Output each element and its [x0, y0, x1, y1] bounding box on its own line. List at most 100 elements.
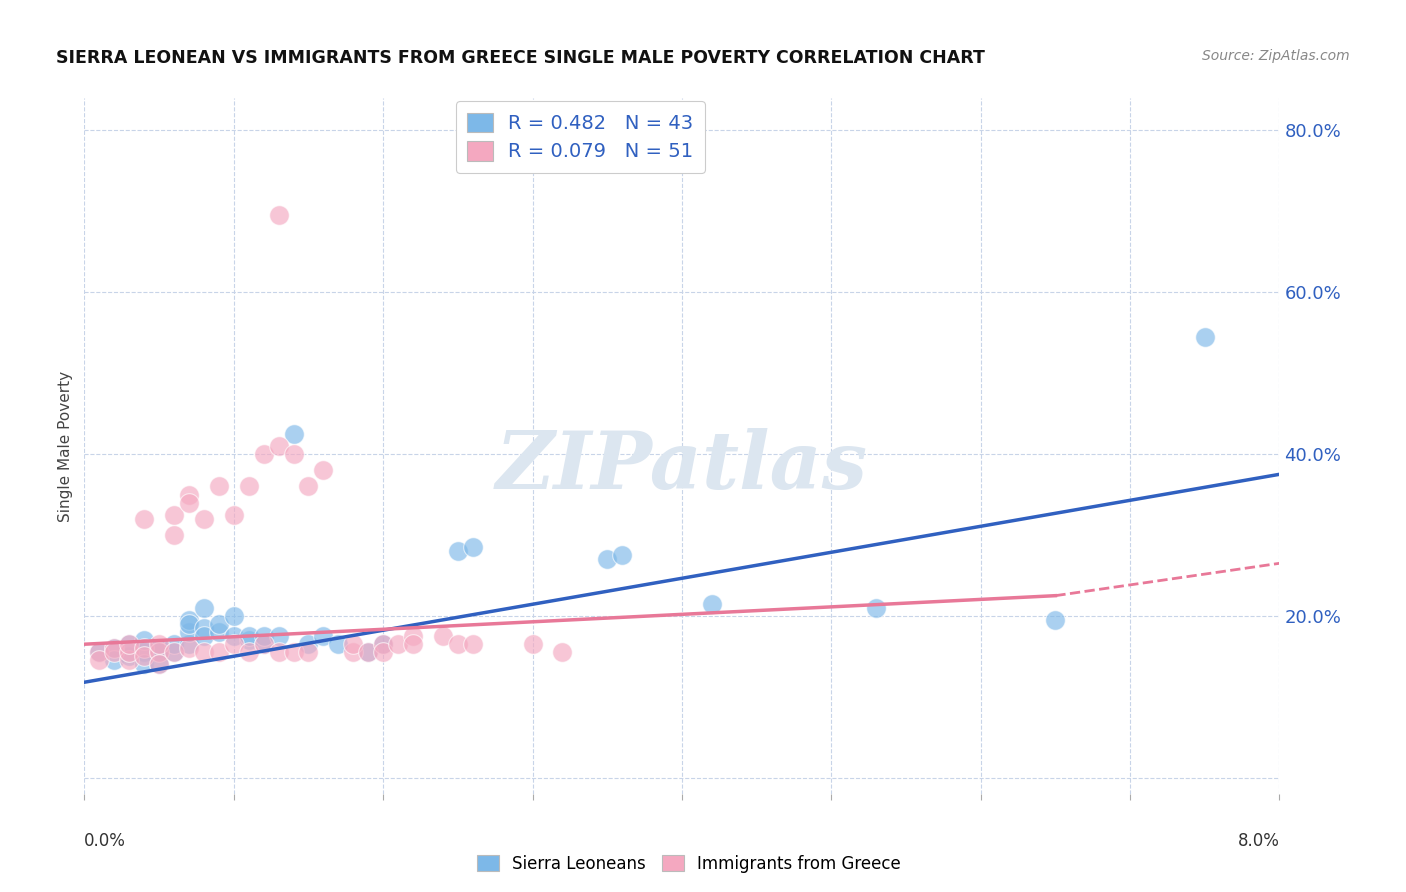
- Point: [193, 645, 215, 659]
- Point: [103, 653, 125, 667]
- Point: [522, 637, 544, 651]
- Point: [208, 625, 231, 640]
- Point: [342, 645, 364, 659]
- Point: [447, 544, 470, 558]
- Point: [253, 447, 276, 461]
- Point: [357, 645, 380, 659]
- Point: [283, 447, 305, 461]
- Point: [148, 641, 170, 656]
- Point: [267, 629, 290, 643]
- Point: [700, 597, 723, 611]
- Point: [148, 657, 170, 672]
- Point: [118, 645, 141, 659]
- Point: [177, 625, 200, 640]
- Point: [222, 608, 245, 623]
- Point: [163, 508, 186, 522]
- Text: 8.0%: 8.0%: [1237, 832, 1279, 850]
- Point: [148, 645, 170, 659]
- Legend: R = 0.482   N = 43, R = 0.079   N = 51: R = 0.482 N = 43, R = 0.079 N = 51: [456, 101, 704, 173]
- Point: [89, 645, 111, 659]
- Point: [118, 649, 141, 664]
- Text: SIERRA LEONEAN VS IMMIGRANTS FROM GREECE SINGLE MALE POVERTY CORRELATION CHART: SIERRA LEONEAN VS IMMIGRANTS FROM GREECE…: [56, 49, 986, 67]
- Point: [222, 629, 245, 643]
- Point: [103, 641, 125, 656]
- Point: [193, 629, 215, 643]
- Point: [177, 613, 200, 627]
- Point: [238, 633, 260, 648]
- Point: [551, 645, 574, 659]
- Point: [132, 657, 156, 672]
- Text: 0.0%: 0.0%: [84, 832, 127, 850]
- Point: [461, 637, 484, 651]
- Point: [253, 629, 276, 643]
- Point: [163, 528, 186, 542]
- Y-axis label: Single Male Poverty: Single Male Poverty: [58, 370, 73, 522]
- Point: [1045, 613, 1067, 627]
- Point: [193, 621, 215, 635]
- Point: [387, 637, 409, 651]
- Point: [373, 637, 395, 651]
- Point: [89, 645, 111, 659]
- Point: [447, 637, 470, 651]
- Point: [132, 645, 156, 659]
- Point: [267, 209, 290, 223]
- Point: [402, 629, 425, 643]
- Point: [163, 637, 186, 651]
- Point: [432, 629, 454, 643]
- Point: [283, 645, 305, 659]
- Point: [283, 426, 305, 441]
- Point: [118, 653, 141, 667]
- Point: [177, 495, 200, 509]
- Legend: Sierra Leoneans, Immigrants from Greece: Sierra Leoneans, Immigrants from Greece: [470, 848, 908, 880]
- Point: [357, 645, 380, 659]
- Point: [177, 487, 200, 501]
- Point: [238, 629, 260, 643]
- Point: [267, 439, 290, 453]
- Point: [612, 548, 634, 562]
- Point: [163, 645, 186, 659]
- Point: [1194, 330, 1216, 344]
- Point: [148, 637, 170, 651]
- Point: [148, 657, 170, 672]
- Point: [89, 653, 111, 667]
- Point: [253, 637, 276, 651]
- Point: [297, 479, 319, 493]
- Point: [865, 600, 887, 615]
- Point: [118, 637, 141, 651]
- Point: [312, 629, 335, 643]
- Point: [208, 617, 231, 632]
- Point: [297, 637, 319, 651]
- Point: [118, 637, 141, 651]
- Point: [193, 512, 215, 526]
- Point: [461, 540, 484, 554]
- Point: [373, 645, 395, 659]
- Point: [596, 552, 619, 566]
- Point: [328, 637, 350, 651]
- Point: [267, 645, 290, 659]
- Point: [208, 479, 231, 493]
- Point: [222, 508, 245, 522]
- Point: [177, 637, 200, 651]
- Point: [208, 645, 231, 659]
- Point: [132, 641, 156, 656]
- Point: [312, 463, 335, 477]
- Text: ZIPatlas: ZIPatlas: [496, 428, 868, 506]
- Point: [238, 479, 260, 493]
- Point: [402, 637, 425, 651]
- Point: [373, 637, 395, 651]
- Text: Source: ZipAtlas.com: Source: ZipAtlas.com: [1202, 49, 1350, 63]
- Point: [193, 600, 215, 615]
- Point: [132, 633, 156, 648]
- Point: [103, 641, 125, 656]
- Point: [222, 637, 245, 651]
- Point: [177, 641, 200, 656]
- Point: [342, 637, 364, 651]
- Point: [103, 645, 125, 659]
- Point: [132, 512, 156, 526]
- Point: [132, 649, 156, 664]
- Point: [148, 645, 170, 659]
- Point: [177, 617, 200, 632]
- Point: [163, 645, 186, 659]
- Point: [297, 645, 319, 659]
- Point: [238, 645, 260, 659]
